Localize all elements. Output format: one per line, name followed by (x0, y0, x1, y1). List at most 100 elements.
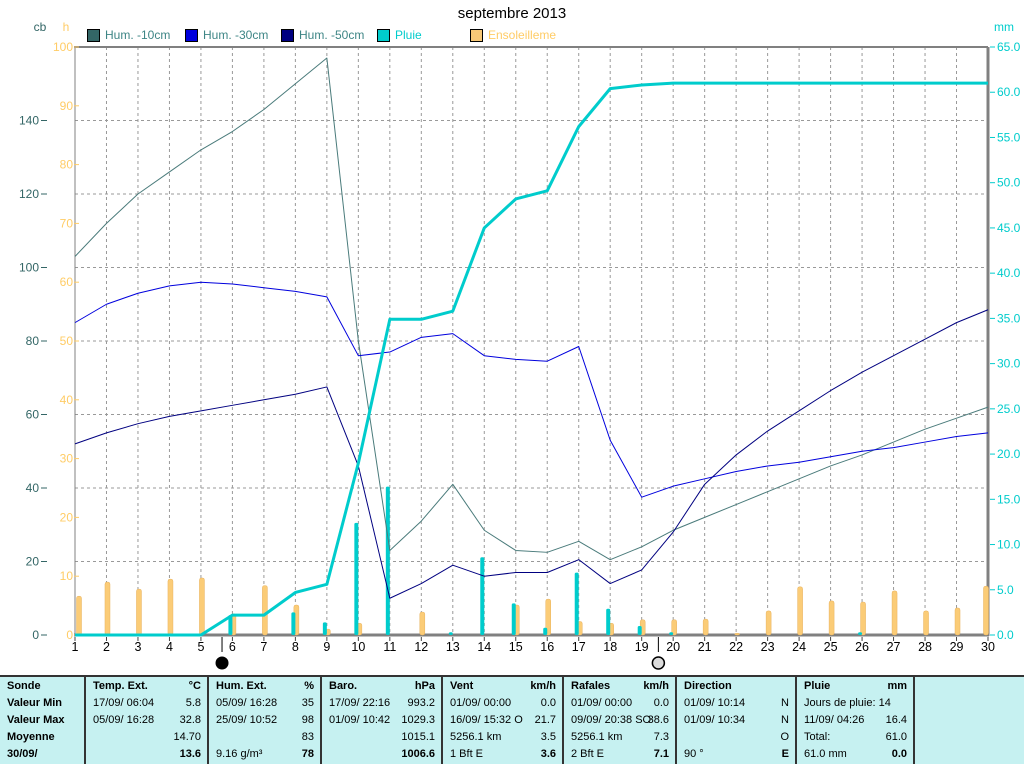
table-cell: °C (188, 680, 201, 692)
legend-swatch-icon (185, 28, 198, 42)
table-row: 25/09/ 10:52 98 (209, 713, 320, 730)
mm-tick-label: 65.0 (997, 40, 1021, 54)
table-row: 1015.1 (322, 730, 441, 747)
table-cell: 5256.1 km (571, 731, 623, 743)
table-row: Rafales km/h (564, 679, 675, 696)
legend-item-hum-50cm[interactable]: Hum. -50cm (281, 28, 364, 42)
table-cell: Moyenne (7, 731, 55, 743)
legend-item-hum-30cm[interactable]: Hum. -30cm (185, 28, 268, 42)
table-cell: 993.2 (407, 697, 435, 709)
panel-pluie: Pluie mm Jours de pluie: 14 11/09/ 04:26 16.… (795, 677, 913, 764)
table-cell: hPa (414, 680, 435, 692)
table-row: O (677, 730, 795, 747)
table-cell: Hum. Ext. (216, 680, 267, 692)
table-row: 05/09/ 16:28 32.8 (86, 713, 207, 730)
table-row: 83 (209, 730, 320, 747)
table-cell: mm (887, 680, 907, 692)
x-axis-day-label: 9 (323, 640, 330, 654)
legend-item-ensoleilleme[interactable]: Ensoleilleme (470, 28, 556, 42)
mm-tick-label: 40.0 (997, 266, 1021, 280)
table-row: 1006.6 (322, 747, 441, 764)
table-row: 13.6 (86, 747, 207, 764)
table-cell: 98 (301, 714, 314, 726)
table-row: 01/09/ 10:14 N (677, 696, 795, 713)
table-row: Direction (677, 679, 795, 696)
table-cell: 7.3 (653, 731, 669, 743)
table-cell: Vent (450, 680, 474, 692)
table-row: 90 ° E (677, 747, 795, 764)
cb-tick-label: 80 (26, 334, 40, 348)
x-axis-day-label: 10 (351, 640, 365, 654)
table-cell: 05/09/ 16:28 (216, 697, 278, 709)
legend-item-hum-10cm[interactable]: Hum. -10cm (87, 28, 170, 42)
rain-bar (291, 612, 296, 635)
table-row: Moyenne (0, 730, 84, 747)
x-axis-day-label: 4 (166, 640, 173, 654)
table-cell: 83 (301, 731, 314, 743)
legend-label: Pluie (395, 28, 422, 42)
panel-baro-: Baro. hPa 17/09/ 22:16 993.2 01/09/ 10:42 102… (320, 677, 441, 764)
h-tick-label: 50 (60, 334, 74, 348)
table-cell: N (781, 697, 789, 709)
mm-tick-label: 35.0 (997, 311, 1021, 325)
table-row: 61.0 mm 0.0 (797, 747, 913, 764)
legend-label: Hum. -10cm (105, 28, 171, 42)
legend-swatch-icon (87, 28, 100, 42)
legend-label: Ensoleilleme (488, 28, 557, 42)
hum-30cm-line (74, 281, 989, 498)
mm-tick-label: 25.0 (997, 402, 1021, 416)
x-axis-day-label: 16 (540, 640, 554, 654)
table-row: Jours de pluie: 14 (797, 696, 913, 713)
x-axis-day-label: 19 (635, 640, 649, 654)
table-cell: 90 ° (684, 748, 704, 760)
table-row: Temp. Ext. °C (86, 679, 207, 696)
sunshine-bar (734, 632, 740, 636)
mm-axis-unit: mm (994, 20, 1014, 34)
cb-tick-label: 40 (26, 481, 40, 495)
legend-item-pluie[interactable]: Pluie (377, 28, 422, 42)
table-cell: Valeur Max (7, 714, 65, 726)
legend-swatch-icon (470, 28, 483, 42)
table-cell: 0.0 (540, 697, 556, 709)
mm-tick-label: 0.0 (997, 628, 1014, 642)
h-tick-label: 100 (53, 40, 73, 54)
legend-label: Hum. -50cm (299, 28, 365, 42)
table-row: Valeur Max (0, 713, 84, 730)
table-row: 09/09/ 20:38 SO 38.6 (564, 713, 675, 730)
sunshine-bar (671, 619, 677, 636)
mm-tick-label: 5.0 (997, 583, 1014, 597)
table-cell: 3.6 (540, 748, 556, 760)
table-cell: 13.6 (179, 748, 201, 760)
table-cell: 05/09/ 16:28 (93, 714, 155, 726)
rain-bar (322, 622, 327, 635)
x-axis-day-label: 28 (918, 640, 932, 654)
cb-tick-label: 140 (19, 114, 39, 128)
x-axis-day-label: 22 (729, 640, 743, 654)
table-cell: 0.0 (891, 748, 907, 760)
full-moon-icon (651, 656, 666, 670)
cb-tick-label: 100 (19, 261, 39, 275)
h-tick-label: 60 (60, 275, 74, 289)
row-header-panel: Sonde Valeur Min Valeur Max Moyenne 30/09/ (0, 677, 84, 764)
table-cell: 11/09/ 04:26 (804, 714, 865, 726)
mm-tick-label: 50.0 (997, 176, 1021, 190)
table-row: 01/09/ 00:00 0.0 (564, 696, 675, 713)
table-cell: 35 (301, 697, 314, 709)
rain-bar (354, 522, 359, 635)
x-axis-day-label: 21 (698, 640, 712, 654)
x-axis-day-label: 27 (887, 640, 901, 654)
table-row: 9.16 g/m³ 78 (209, 747, 320, 764)
sunshine-bar (262, 585, 268, 636)
table-cell: 61.0 (885, 731, 907, 743)
mm-tick-label: 45.0 (997, 221, 1021, 235)
legend-swatch-icon (377, 28, 390, 42)
table-cell: 16/09/ 15:32 O (450, 714, 523, 726)
table-cell: E (781, 748, 789, 760)
x-axis-day-label: 17 (572, 640, 586, 654)
sunshine-bar (797, 586, 803, 636)
h-tick-label: 20 (60, 510, 74, 524)
x-axis-day-label: 14 (477, 640, 491, 654)
x-axis-day-label: 6 (229, 640, 236, 654)
table-cell: 1 Bft E (450, 748, 484, 760)
mm-tick-label: 60.0 (997, 85, 1021, 99)
